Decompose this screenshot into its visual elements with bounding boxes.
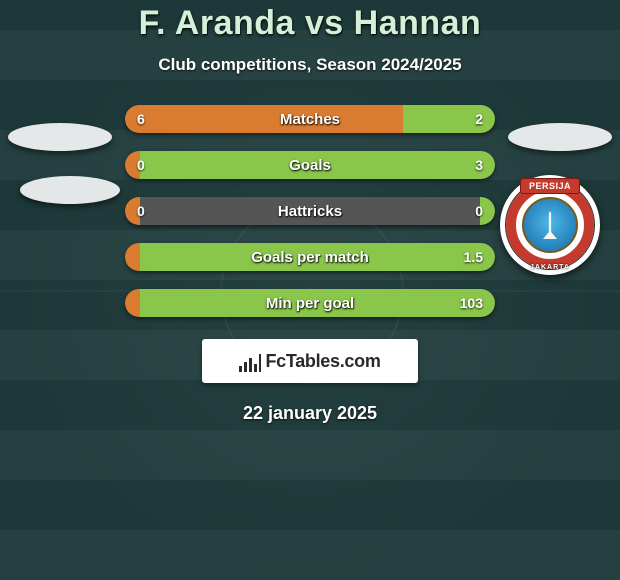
page-title: F. Aranda vs Hannan [139, 4, 482, 43]
bar-right-fill [140, 243, 495, 271]
brand-text: FcTables.com [265, 351, 380, 372]
bar-right-fill [140, 289, 495, 317]
bar-label: Hattricks [125, 197, 495, 225]
bar-left-fill [125, 243, 140, 271]
bar-row: 1.5Goals per match [125, 243, 495, 271]
bar-row: 00Hattricks [125, 197, 495, 225]
bar-row: 62Matches [125, 105, 495, 133]
snapshot-date: 22 january 2025 [243, 403, 377, 424]
comparison-bars: 62Matches 03Goals 00Hattricks 1.5Goals per … [125, 105, 495, 317]
bar-right-fill [480, 197, 495, 225]
bar-row: 03Goals [125, 151, 495, 179]
bar-row: 103Min per goal [125, 289, 495, 317]
page-subtitle: Club competitions, Season 2024/2025 [158, 55, 461, 75]
bar-left-fill [125, 105, 403, 133]
bar-right-fill [403, 105, 496, 133]
bar-right-fill [140, 151, 495, 179]
bar-left-fill [125, 197, 140, 225]
content: F. Aranda vs Hannan Club competitions, S… [0, 0, 620, 424]
brand-box: FcTables.com [202, 339, 418, 383]
bar-left-fill [125, 151, 140, 179]
bar-left-fill [125, 289, 140, 317]
brand-chart-icon [239, 350, 261, 372]
